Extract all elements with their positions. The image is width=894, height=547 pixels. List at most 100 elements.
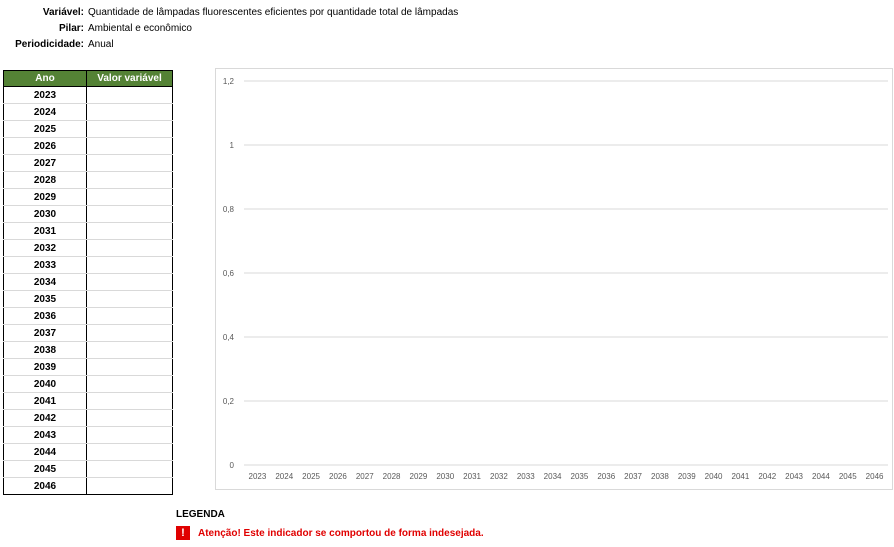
table-row: 2043 xyxy=(4,427,173,444)
table-row: 2023 xyxy=(4,87,173,104)
table-header-row: Ano Valor variável xyxy=(4,71,173,87)
table-row: 2029 xyxy=(4,189,173,206)
cell-ano: 2043 xyxy=(4,427,87,444)
cell-ano: 2025 xyxy=(4,121,87,138)
cell-valor[interactable] xyxy=(87,206,173,223)
x-tick-label: 2044 xyxy=(812,472,830,481)
cell-valor[interactable] xyxy=(87,155,173,172)
x-tick-label: 2025 xyxy=(302,472,320,481)
cell-ano: 2035 xyxy=(4,291,87,308)
metadata-block: Variável: Quantidade de lâmpadas fluores… xyxy=(0,5,458,53)
cell-ano: 2040 xyxy=(4,376,87,393)
header-ano: Ano xyxy=(4,71,87,87)
y-tick-label: 0,8 xyxy=(223,205,235,214)
cell-valor[interactable] xyxy=(87,376,173,393)
cell-valor[interactable] xyxy=(87,257,173,274)
cell-ano: 2042 xyxy=(4,410,87,427)
table-row: 2041 xyxy=(4,393,173,410)
periodicidade-label: Periodicidade: xyxy=(0,37,88,53)
x-tick-label: 2034 xyxy=(544,472,562,481)
cell-valor[interactable] xyxy=(87,240,173,257)
table-row: 2046 xyxy=(4,478,173,495)
x-tick-label: 2045 xyxy=(839,472,857,481)
cell-valor[interactable] xyxy=(87,478,173,495)
cell-valor[interactable] xyxy=(87,427,173,444)
cell-valor[interactable] xyxy=(87,274,173,291)
x-tick-label: 2040 xyxy=(705,472,723,481)
x-tick-label: 2046 xyxy=(866,472,884,481)
cell-ano: 2027 xyxy=(4,155,87,172)
cell-ano: 2034 xyxy=(4,274,87,291)
cell-ano: 2044 xyxy=(4,444,87,461)
x-tick-label: 2028 xyxy=(383,472,401,481)
cell-ano: 2045 xyxy=(4,461,87,478)
cell-valor[interactable] xyxy=(87,342,173,359)
table-row: 2036 xyxy=(4,308,173,325)
cell-ano: 2029 xyxy=(4,189,87,206)
y-tick-label: 1,2 xyxy=(223,77,235,86)
x-tick-label: 2036 xyxy=(597,472,615,481)
cell-valor[interactable] xyxy=(87,393,173,410)
cell-valor[interactable] xyxy=(87,172,173,189)
cell-valor[interactable] xyxy=(87,138,173,155)
x-tick-label: 2043 xyxy=(785,472,803,481)
meta-variavel: Variável: Quantidade de lâmpadas fluores… xyxy=(0,5,458,21)
table-row: 2037 xyxy=(4,325,173,342)
cell-valor[interactable] xyxy=(87,461,173,478)
cell-ano: 2028 xyxy=(4,172,87,189)
cell-valor[interactable] xyxy=(87,410,173,427)
table-row: 2035 xyxy=(4,291,173,308)
cell-valor[interactable] xyxy=(87,325,173,342)
cell-valor[interactable] xyxy=(87,104,173,121)
cell-valor[interactable] xyxy=(87,189,173,206)
cell-valor[interactable] xyxy=(87,308,173,325)
table-row: 2033 xyxy=(4,257,173,274)
cell-valor[interactable] xyxy=(87,291,173,308)
table-row: 2042 xyxy=(4,410,173,427)
cell-ano: 2041 xyxy=(4,393,87,410)
table-row: 2026 xyxy=(4,138,173,155)
table-row: 2028 xyxy=(4,172,173,189)
cell-valor[interactable] xyxy=(87,359,173,376)
line-chart: 0 0,2 0,4 0,6 0,8 1 1,2 2023 2024 2025 2026 2027 202… xyxy=(216,69,894,491)
cell-valor[interactable] xyxy=(87,87,173,104)
table-row: 2025 xyxy=(4,121,173,138)
table-row: 2039 xyxy=(4,359,173,376)
x-tick-label: 2026 xyxy=(329,472,347,481)
cell-ano: 2024 xyxy=(4,104,87,121)
table-row: 2045 xyxy=(4,461,173,478)
cell-valor[interactable] xyxy=(87,121,173,138)
legend-title: LEGENDA xyxy=(176,509,225,520)
warning-icon: ! xyxy=(176,526,190,540)
header-valor: Valor variável xyxy=(87,71,173,87)
cell-ano: 2026 xyxy=(4,138,87,155)
cell-ano: 2032 xyxy=(4,240,87,257)
pilar-label: Pilar: xyxy=(0,21,88,37)
x-tick-label: 2039 xyxy=(678,472,696,481)
x-tick-label: 2032 xyxy=(490,472,508,481)
variavel-label: Variável: xyxy=(0,5,88,21)
table-row: 2027 xyxy=(4,155,173,172)
x-tick-label: 2024 xyxy=(275,472,293,481)
cell-ano: 2037 xyxy=(4,325,87,342)
cell-valor[interactable] xyxy=(87,444,173,461)
x-tick-label: 2027 xyxy=(356,472,374,481)
chart-area: 0 0,2 0,4 0,6 0,8 1 1,2 2023 2024 2025 2026 2027 202… xyxy=(215,68,893,490)
cell-ano: 2039 xyxy=(4,359,87,376)
y-tick-label: 0 xyxy=(230,461,235,470)
cell-ano: 2031 xyxy=(4,223,87,240)
periodicidade-value: Anual xyxy=(88,37,114,53)
y-tick-label: 0,2 xyxy=(223,397,235,406)
cell-ano: 2046 xyxy=(4,478,87,495)
pilar-value: Ambiental e econômico xyxy=(88,21,192,37)
table-row: 2032 xyxy=(4,240,173,257)
x-tick-label: 2037 xyxy=(624,472,642,481)
cell-ano: 2033 xyxy=(4,257,87,274)
meta-pilar: Pilar: Ambiental e econômico xyxy=(0,21,458,37)
y-tick-label: 0,4 xyxy=(223,333,235,342)
x-tick-label: 2038 xyxy=(651,472,669,481)
table-row: 2030 xyxy=(4,206,173,223)
cell-valor[interactable] xyxy=(87,223,173,240)
x-tick-label: 2029 xyxy=(410,472,428,481)
meta-periodicidade: Periodicidade: Anual xyxy=(0,37,458,53)
